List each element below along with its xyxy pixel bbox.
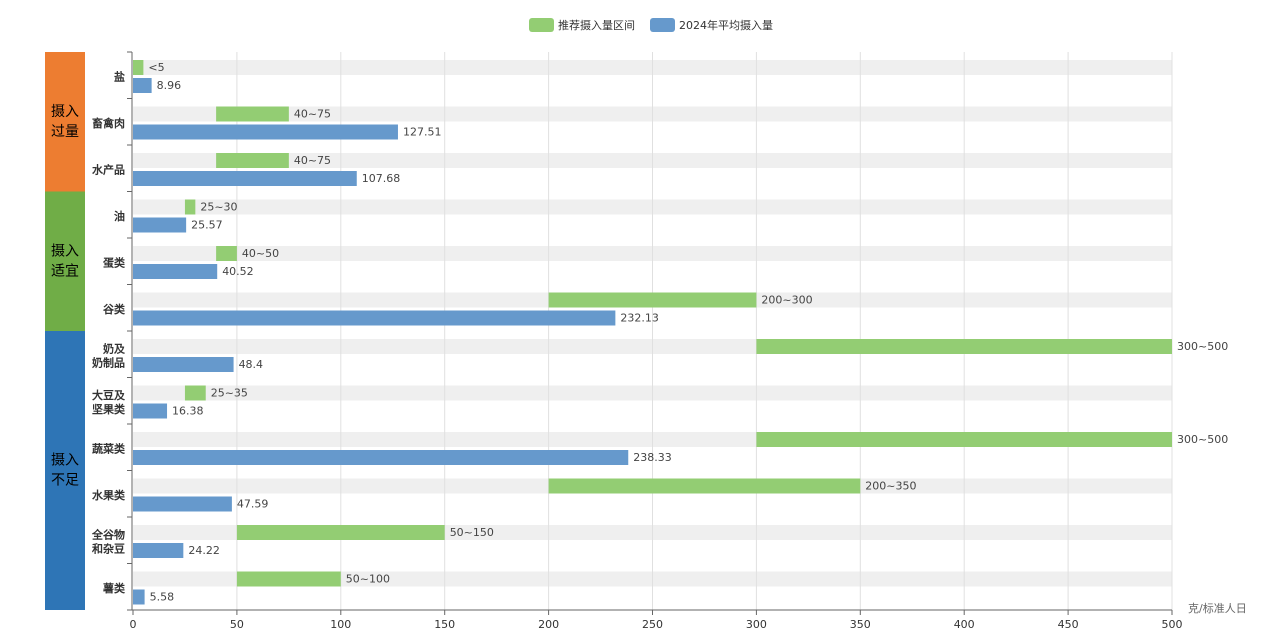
- category-label: 奶制品: [92, 356, 125, 370]
- data-label-recommended: <5: [148, 61, 164, 74]
- x-tick-label: 50: [230, 618, 244, 631]
- data-label-actual: 47.59: [237, 498, 269, 511]
- category-label: 盐: [114, 70, 125, 84]
- data-label-actual: 5.58: [150, 591, 175, 604]
- data-label-actual: 24.22: [188, 544, 220, 557]
- data-label-recommended: 50~100: [346, 573, 390, 586]
- category-label: 和杂豆: [92, 542, 125, 556]
- legend: 推荐摄入量区间 2024年平均摄入量: [529, 18, 773, 32]
- bar-recommended: [133, 60, 144, 75]
- bar-actual: [133, 403, 168, 419]
- bar-actual: [133, 217, 187, 233]
- bar-recommended: [216, 106, 289, 122]
- category-label: 畜禽肉: [92, 116, 125, 130]
- bar-recommended: [184, 199, 196, 215]
- data-label-recommended: 40~75: [294, 108, 331, 121]
- legend-item-recommended[interactable]: 推荐摄入量区间: [529, 18, 635, 32]
- x-tick-label: 0: [130, 618, 137, 631]
- x-tick-label: 300: [746, 618, 767, 631]
- bar-recommended: [548, 292, 757, 308]
- group-band: [45, 331, 85, 610]
- legend-item-actual[interactable]: 2024年平均摄入量: [650, 18, 773, 32]
- category-label: 水产品: [92, 163, 125, 177]
- group-label: 过量: [51, 124, 79, 140]
- x-tick-label: 350: [850, 618, 871, 631]
- bar-recommended: [756, 432, 1172, 447]
- data-label-actual: 238.33: [633, 451, 672, 464]
- group-label: 摄入: [51, 104, 79, 120]
- category-label: 薯类: [102, 581, 126, 595]
- x-tick-label: 200: [538, 618, 559, 631]
- data-label-actual: 16.38: [172, 405, 204, 418]
- category-label: 蔬菜类: [92, 442, 126, 456]
- data-label-actual: 25.57: [191, 219, 223, 232]
- data-label-recommended: 200~300: [761, 294, 812, 307]
- category-label: 大豆及: [92, 388, 126, 402]
- data-label-actual: 48.4: [239, 358, 264, 371]
- bar-recommended: [236, 525, 445, 540]
- bars: <5 8.96 40~75 127.51 40~75 107.68 25~30 25.57 40…: [133, 60, 1228, 605]
- group-label: 适宜: [51, 263, 79, 279]
- category-label: 谷类: [103, 302, 126, 316]
- category-label: 奶及: [103, 342, 126, 356]
- data-label-actual: 40.52: [222, 265, 254, 278]
- bar-recommended: [216, 153, 289, 168]
- bar-actual: [133, 450, 629, 465]
- group-label: 摄入: [51, 453, 79, 469]
- category-label: 油: [114, 209, 125, 223]
- data-label-recommended: 40~50: [242, 247, 279, 260]
- data-label-actual: 107.68: [362, 172, 401, 185]
- gridlines: [236, 52, 1173, 610]
- x-tick-label: 150: [434, 618, 455, 631]
- x-tick-label: 450: [1058, 618, 1079, 631]
- x-tick-label: 400: [954, 618, 975, 631]
- legend-swatch-recommended: [529, 18, 554, 32]
- bar-recommended: [216, 246, 237, 261]
- legend-swatch-actual: [650, 18, 675, 32]
- legend-label-recommended: 推荐摄入量区间: [558, 18, 635, 32]
- axes: [127, 51, 1173, 615]
- bar-actual: [133, 124, 398, 140]
- bar-recommended: [236, 571, 341, 587]
- bar-actual: [133, 78, 152, 93]
- data-label-recommended: 300~500: [1177, 433, 1228, 446]
- category-label: 蛋类: [103, 256, 126, 270]
- bar-actual: [133, 310, 616, 326]
- bar-recommended: [184, 385, 206, 401]
- bar-actual: [133, 171, 357, 186]
- bar-recommended: [756, 339, 1172, 354]
- x-tick-label: 100: [330, 618, 351, 631]
- x-tick-label: 500: [1162, 618, 1183, 631]
- category-label: 全谷物: [91, 528, 125, 542]
- bar-actual: [133, 589, 145, 605]
- group-label: 不足: [51, 473, 79, 489]
- data-label-recommended: 25~35: [211, 387, 248, 400]
- group-label: 摄入: [51, 243, 79, 259]
- group-band: [45, 191, 85, 331]
- bar-actual: [133, 264, 218, 279]
- data-label-actual: 232.13: [620, 312, 659, 325]
- bar-actual: [133, 543, 184, 558]
- data-label-recommended: 25~30: [200, 201, 237, 214]
- bar-actual: [133, 357, 234, 372]
- x-axis-unit: 克/标准人日: [1188, 601, 1247, 615]
- data-label-recommended: 50~150: [450, 526, 494, 539]
- data-label-recommended: 40~75: [294, 154, 331, 167]
- legend-label-actual: 2024年平均摄入量: [679, 18, 773, 32]
- bar-recommended: [548, 478, 861, 494]
- bar-actual: [133, 496, 232, 512]
- x-tick-label: 250: [642, 618, 663, 631]
- tick-labels: 0 50 100 150 200 250 300 350 400 450 500: [130, 618, 1183, 631]
- category-label: 水果类: [92, 488, 126, 502]
- data-label-recommended: 200~350: [865, 480, 916, 493]
- data-label-actual: 127.51: [403, 126, 442, 139]
- category-label: 坚果类: [92, 402, 126, 416]
- data-label-actual: 8.96: [157, 79, 182, 92]
- group-band: [45, 52, 85, 192]
- data-label-recommended: 300~500: [1177, 340, 1228, 353]
